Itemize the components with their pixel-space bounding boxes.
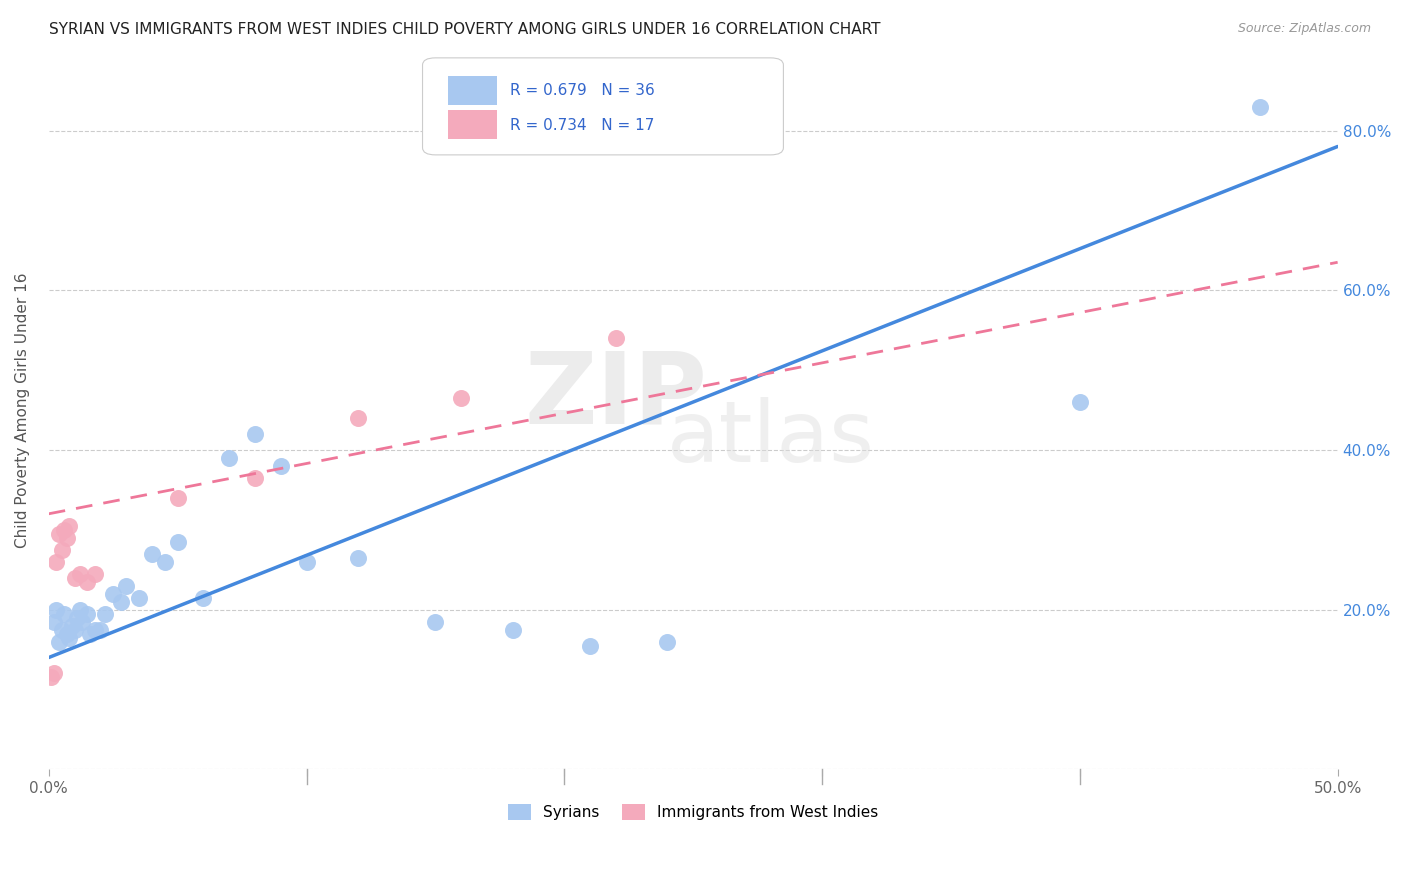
Point bbox=[63, 571, 86, 585]
Point bbox=[84, 566, 107, 581]
Text: Source: ZipAtlas.com: Source: ZipAtlas.com bbox=[1237, 22, 1371, 36]
Point bbox=[502, 623, 524, 637]
Point bbox=[110, 594, 132, 608]
Point bbox=[53, 607, 76, 621]
Point bbox=[153, 555, 176, 569]
Point bbox=[56, 531, 79, 545]
Point bbox=[657, 634, 679, 648]
Point bbox=[45, 602, 67, 616]
Point bbox=[128, 591, 150, 605]
Point bbox=[579, 639, 602, 653]
Legend: Syrians, Immigrants from West Indies: Syrians, Immigrants from West Indies bbox=[502, 798, 884, 826]
Point bbox=[103, 587, 125, 601]
Point bbox=[48, 634, 70, 648]
Point bbox=[1249, 99, 1271, 113]
Text: SYRIAN VS IMMIGRANTS FROM WEST INDIES CHILD POVERTY AMONG GIRLS UNDER 16 CORRELA: SYRIAN VS IMMIGRANTS FROM WEST INDIES CH… bbox=[49, 22, 880, 37]
Point bbox=[76, 574, 98, 589]
Text: R = 0.679   N = 36: R = 0.679 N = 36 bbox=[510, 84, 655, 98]
Point bbox=[193, 591, 215, 605]
Point bbox=[347, 550, 370, 565]
Point bbox=[42, 666, 65, 681]
Point bbox=[218, 450, 240, 465]
Point bbox=[58, 518, 80, 533]
Point bbox=[425, 615, 447, 629]
Point bbox=[69, 566, 91, 581]
Point bbox=[605, 331, 627, 345]
Text: atlas: atlas bbox=[666, 397, 875, 480]
Point bbox=[66, 610, 89, 624]
Point bbox=[141, 547, 163, 561]
Point bbox=[56, 626, 79, 640]
FancyBboxPatch shape bbox=[449, 111, 498, 139]
Y-axis label: Child Poverty Among Girls Under 16: Child Poverty Among Girls Under 16 bbox=[15, 272, 30, 548]
Point bbox=[115, 579, 138, 593]
Point bbox=[166, 534, 188, 549]
Point bbox=[41, 671, 63, 685]
Point bbox=[69, 602, 91, 616]
Point bbox=[60, 618, 83, 632]
Point bbox=[270, 458, 292, 473]
Point bbox=[63, 623, 86, 637]
Point bbox=[51, 623, 73, 637]
Point bbox=[45, 555, 67, 569]
Point bbox=[42, 615, 65, 629]
Point bbox=[295, 555, 318, 569]
Point bbox=[450, 391, 472, 405]
Point bbox=[84, 623, 107, 637]
Text: ZIP: ZIP bbox=[524, 347, 707, 444]
FancyBboxPatch shape bbox=[449, 76, 498, 104]
Point bbox=[94, 607, 117, 621]
Point bbox=[79, 626, 101, 640]
Point bbox=[243, 426, 266, 441]
Point bbox=[51, 542, 73, 557]
Point bbox=[72, 615, 94, 629]
Point bbox=[76, 607, 98, 621]
Point bbox=[48, 526, 70, 541]
Point bbox=[166, 491, 188, 505]
Point bbox=[347, 411, 370, 425]
FancyBboxPatch shape bbox=[423, 58, 783, 155]
Point bbox=[89, 623, 111, 637]
Text: R = 0.734   N = 17: R = 0.734 N = 17 bbox=[510, 118, 655, 133]
Point bbox=[53, 523, 76, 537]
Point bbox=[58, 631, 80, 645]
Point bbox=[243, 471, 266, 485]
Point bbox=[1069, 395, 1091, 409]
